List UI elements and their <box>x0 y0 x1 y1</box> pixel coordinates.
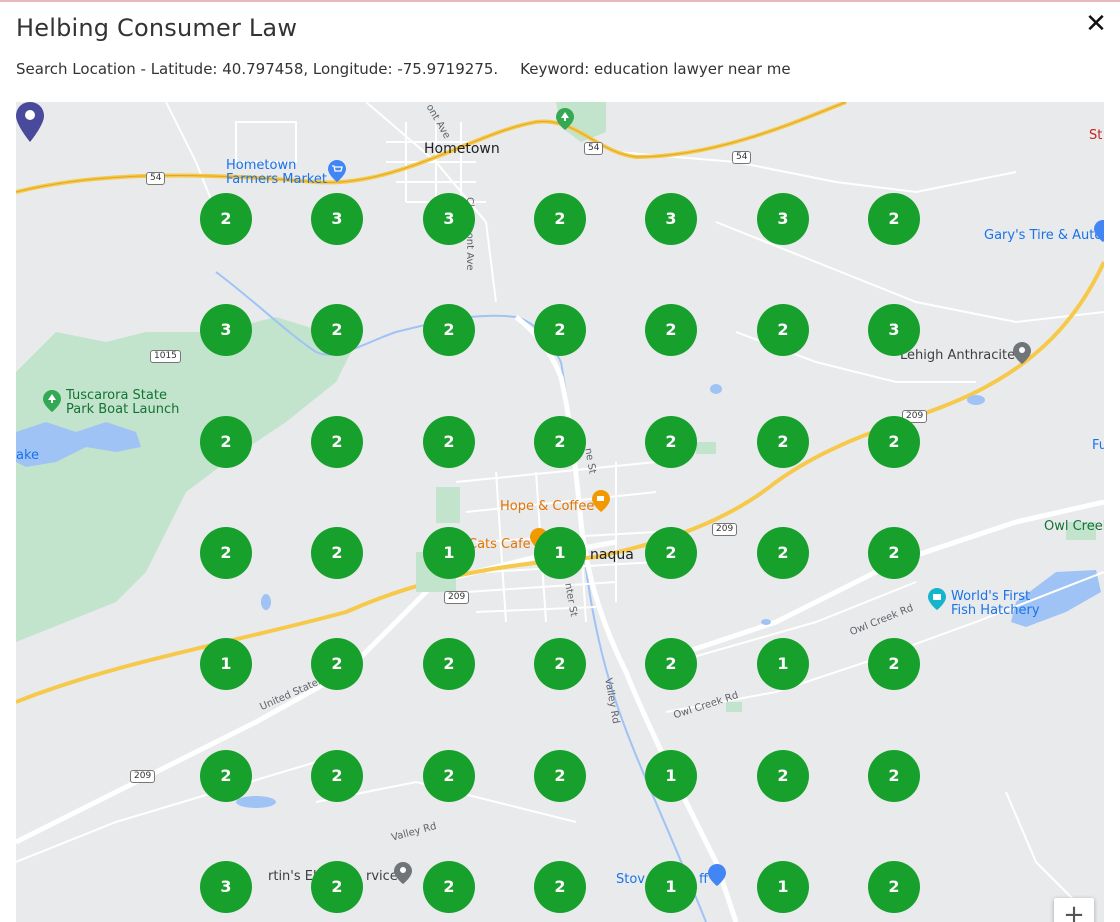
map-label-tuscarora: Tuscarora State Park Boat Launch <box>66 388 180 417</box>
rank-marker-r6-c1[interactable]: 2 <box>200 750 252 802</box>
map-label-owl-creek: Owl Creek <box>1044 519 1104 534</box>
rank-marker-r4-c5[interactable]: 2 <box>645 527 697 579</box>
rank-marker-r1-c3[interactable]: 3 <box>423 193 475 245</box>
rank-marker-r3-c2[interactable]: 2 <box>311 416 363 468</box>
route-shield-54-a: 54 <box>146 172 166 185</box>
rank-marker-r5-c5[interactable]: 2 <box>645 638 697 690</box>
shopping-bag-icon <box>708 864 726 886</box>
rank-marker-r2-c1[interactable]: 3 <box>200 304 252 356</box>
rank-marker-r7-c2[interactable]: 2 <box>311 861 363 913</box>
museum-icon <box>928 588 946 610</box>
rank-marker-r4-c2[interactable]: 2 <box>311 527 363 579</box>
rank-marker-r1-c5[interactable]: 3 <box>645 193 697 245</box>
rank-marker-r3-c4[interactable]: 2 <box>534 416 586 468</box>
rank-marker-r6-c6[interactable]: 2 <box>757 750 809 802</box>
rank-marker-r3-c7[interactable]: 2 <box>868 416 920 468</box>
rank-marker-r1-c6[interactable]: 3 <box>757 193 809 245</box>
route-shield-209-d: 209 <box>130 770 156 783</box>
rank-marker-r2-c7[interactable]: 3 <box>868 304 920 356</box>
search-location-pin-icon <box>16 102 44 142</box>
search-location-text: Search Location - Latitude: 40.797458, L… <box>16 60 499 78</box>
rank-marker-r2-c4[interactable]: 2 <box>534 304 586 356</box>
map-label-stov: Stov <box>616 872 645 887</box>
map-label-st: St <box>1089 128 1103 143</box>
map-label-lehigh: Lehigh Anthracite <box>900 348 1016 363</box>
top-accent-line <box>0 0 1120 2</box>
route-shield-209-c: 209 <box>444 591 470 604</box>
rank-marker-r3-c1[interactable]: 2 <box>200 416 252 468</box>
rank-marker-r5-c6[interactable]: 1 <box>757 638 809 690</box>
rank-marker-r7-c5[interactable]: 1 <box>645 861 697 913</box>
rank-marker-r4-c3[interactable]: 1 <box>423 527 475 579</box>
rank-marker-r2-c2[interactable]: 2 <box>311 304 363 356</box>
rank-marker-r6-c4[interactable]: 2 <box>534 750 586 802</box>
rank-marker-r4-c1[interactable]: 2 <box>200 527 252 579</box>
map-view[interactable]: Hometown Hometown Farmers Market Tuscaro… <box>16 102 1104 922</box>
rank-marker-r6-c5[interactable]: 1 <box>645 750 697 802</box>
rank-marker-r7-c1[interactable]: 3 <box>200 861 252 913</box>
location-pin-icon <box>1013 342 1031 364</box>
map-label-fu: Fu <box>1092 438 1104 453</box>
rank-marker-r1-c4[interactable]: 2 <box>534 193 586 245</box>
rank-marker-r2-c6[interactable]: 2 <box>757 304 809 356</box>
rank-marker-r7-c6[interactable]: 1 <box>757 861 809 913</box>
map-label-service: rvice <box>366 869 398 884</box>
rank-marker-r4-c7[interactable]: 2 <box>868 527 920 579</box>
location-pin-icon-2 <box>394 862 412 884</box>
park-tree-icon-2 <box>43 390 61 412</box>
rank-marker-r5-c7[interactable]: 2 <box>868 638 920 690</box>
coffee-cup-icon <box>592 490 610 512</box>
map-label-tamaqua: naqua <box>590 547 634 563</box>
rank-marker-r1-c2[interactable]: 3 <box>311 193 363 245</box>
rank-marker-r7-c3[interactable]: 2 <box>423 861 475 913</box>
rank-marker-r5-c3[interactable]: 2 <box>423 638 475 690</box>
zoom-in-button[interactable]: + <box>1054 898 1094 922</box>
rank-marker-r3-c6[interactable]: 2 <box>757 416 809 468</box>
rank-marker-r5-c4[interactable]: 2 <box>534 638 586 690</box>
rank-marker-r3-c5[interactable]: 2 <box>645 416 697 468</box>
dialog-title: Helbing Consumer Law <box>16 14 298 42</box>
rank-marker-r5-c2[interactable]: 2 <box>311 638 363 690</box>
keyword-text: Keyword: education lawyer near me <box>520 60 791 78</box>
map-label-gary: Gary's Tire & Auto <box>984 228 1103 243</box>
shopping-cart-icon <box>328 160 346 182</box>
route-shield-54-b: 54 <box>584 142 604 155</box>
rank-marker-r3-c3[interactable]: 2 <box>423 416 475 468</box>
rank-marker-r6-c3[interactable]: 2 <box>423 750 475 802</box>
rank-marker-r7-c4[interactable]: 2 <box>534 861 586 913</box>
search-info: Search Location - Latitude: 40.797458, L… <box>16 60 791 78</box>
rank-marker-r1-c7[interactable]: 2 <box>868 193 920 245</box>
rank-marker-r6-c7[interactable]: 2 <box>868 750 920 802</box>
rank-marker-r5-c1[interactable]: 1 <box>200 638 252 690</box>
route-shield-54-c: 54 <box>732 151 752 164</box>
rank-marker-r2-c3[interactable]: 2 <box>423 304 475 356</box>
rank-marker-r2-c5[interactable]: 2 <box>645 304 697 356</box>
rank-marker-r7-c7[interactable]: 2 <box>868 861 920 913</box>
park-tree-icon <box>556 108 574 130</box>
map-label-lake: ake <box>16 448 40 463</box>
route-shield-209-b: 209 <box>712 523 738 536</box>
close-icon[interactable]: ✕ <box>1085 9 1107 39</box>
map-label-fish: World's First Fish Hatchery <box>951 589 1040 618</box>
rank-marker-r1-c1[interactable]: 2 <box>200 193 252 245</box>
map-label-hope: Hope & Coffee <box>500 499 595 514</box>
map-label-ff: ff <box>699 872 708 887</box>
rank-marker-r4-c4[interactable]: 1 <box>534 527 586 579</box>
map-label-farmers-market: Hometown Farmers Market <box>226 158 327 187</box>
map-label-cats: Cats Cafe <box>468 537 531 552</box>
route-shield-1015: 1015 <box>150 350 181 363</box>
rank-marker-r4-c6[interactable]: 2 <box>757 527 809 579</box>
map-label-hometown: Hometown <box>424 141 500 157</box>
rank-marker-r6-c2[interactable]: 2 <box>311 750 363 802</box>
auto-service-icon <box>1094 220 1104 242</box>
